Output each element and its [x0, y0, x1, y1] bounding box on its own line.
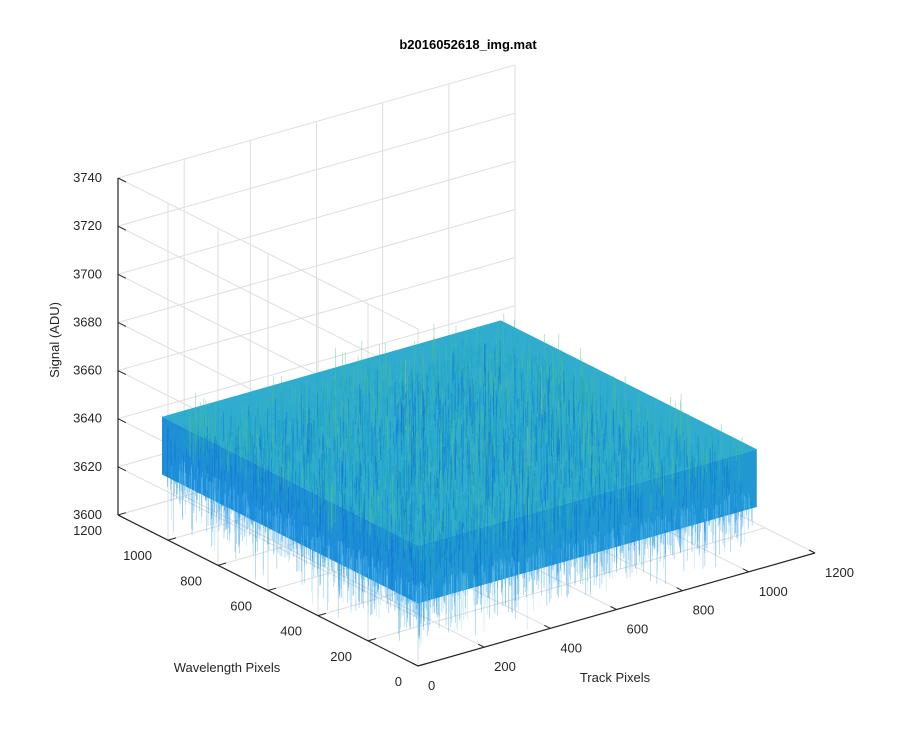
- wall-grid-line: [117, 177, 419, 330]
- surface: [162, 313, 757, 649]
- wall-grid-line: [117, 305, 516, 420]
- surface-top: [162, 320, 757, 546]
- wall-grid-line: [117, 112, 516, 227]
- wall-grid-line: [117, 208, 516, 323]
- wall-grid-line: [117, 225, 419, 378]
- wall-grid-line: [117, 257, 516, 372]
- wall-grid-line: [117, 160, 516, 275]
- wall-grid-line: [117, 64, 516, 179]
